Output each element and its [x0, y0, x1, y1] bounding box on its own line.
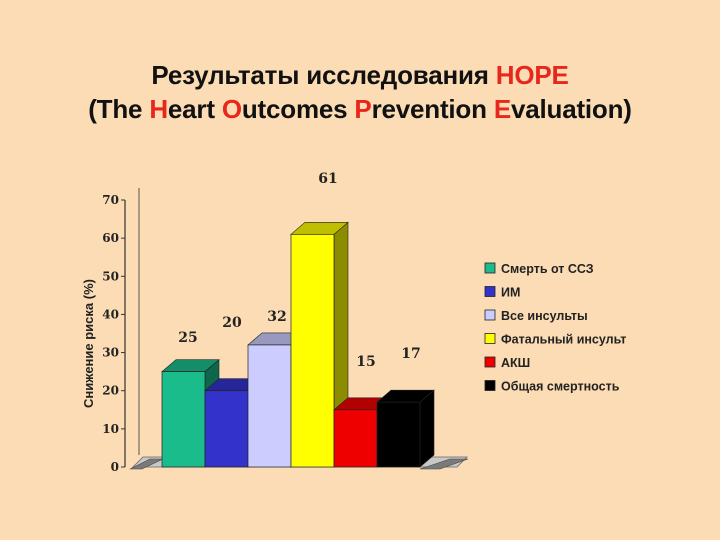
floor-edge-right	[419, 458, 469, 470]
data-label: 20	[222, 315, 242, 331]
legend-item: Фатальный инсульт	[501, 333, 626, 347]
bar	[204, 390, 249, 468]
legend-swatch	[484, 286, 496, 297]
legend-swatch	[484, 333, 496, 344]
y-tick-label: 50	[102, 269, 119, 283]
legend-item: АКШ	[501, 356, 530, 370]
legend-swatch	[484, 380, 496, 391]
legend-item: Все инсульты	[501, 309, 588, 323]
legend-swatch	[484, 356, 496, 368]
y-tick-label: 20	[102, 384, 119, 398]
bar	[247, 344, 292, 468]
data-label: 17	[401, 346, 420, 362]
legend-swatch	[484, 262, 496, 274]
bar	[333, 409, 378, 468]
y-tick-label: 60	[102, 231, 119, 245]
data-label: 25	[178, 330, 197, 346]
y-tick-label: 70	[102, 193, 119, 207]
y-tick-label: 30	[102, 346, 119, 360]
title-line-2: (The Heart Outcomes Prevention Evaluatio…	[88, 94, 632, 124]
y-tick-label: 0	[111, 460, 119, 474]
bar	[290, 233, 335, 468]
chart-title: Результаты исследования HOPE (The Heart …	[0, 58, 720, 126]
data-label: 61	[318, 171, 337, 187]
legend-item: Смерть от ССЗ	[501, 262, 594, 276]
y-axis-title: Снижение риска (%)	[81, 279, 96, 408]
bar-side	[419, 389, 435, 468]
legend-swatch	[484, 309, 496, 321]
legend-item: ИМ	[501, 286, 520, 300]
y-tick-label: 10	[102, 422, 119, 436]
y-tick-label: 40	[102, 307, 119, 321]
title-line-1: Результаты исследования HOPE	[151, 60, 569, 90]
bar	[376, 401, 421, 468]
data-label: 32	[267, 309, 286, 325]
data-label: 15	[356, 354, 375, 370]
legend-item: Общая смертность	[501, 380, 620, 394]
bar	[161, 371, 206, 468]
